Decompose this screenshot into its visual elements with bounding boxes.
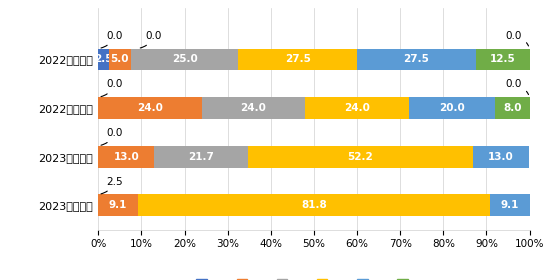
Bar — [98, 48, 109, 70]
Bar — [248, 146, 473, 168]
Bar — [305, 97, 409, 119]
Text: 20.0: 20.0 — [439, 103, 465, 113]
Bar — [138, 194, 490, 216]
Bar — [409, 97, 495, 119]
Text: 12.5: 12.5 — [490, 54, 515, 64]
Text: 24.0: 24.0 — [137, 103, 163, 113]
Bar — [357, 48, 476, 70]
Text: 52.2: 52.2 — [348, 152, 373, 162]
Text: 24.0: 24.0 — [241, 103, 266, 113]
Bar — [473, 146, 529, 168]
Text: 13.0: 13.0 — [114, 152, 139, 162]
Text: 0.0: 0.0 — [140, 31, 162, 48]
Bar — [490, 194, 530, 216]
Text: 27.5: 27.5 — [403, 54, 429, 64]
Text: 5.0: 5.0 — [111, 54, 129, 64]
Bar — [202, 97, 305, 119]
Legend: 10代, 20代, 30代, 40代, 50代, 60代: 10代, 20代, 30代, 40代, 50代, 60代 — [192, 275, 436, 280]
Bar — [495, 97, 530, 119]
Text: 2.5: 2.5 — [101, 177, 123, 194]
Text: 0.0: 0.0 — [101, 31, 122, 48]
Text: 8.0: 8.0 — [503, 103, 521, 113]
Bar — [109, 48, 130, 70]
Bar — [98, 146, 155, 168]
Bar — [98, 97, 202, 119]
Text: 81.8: 81.8 — [301, 200, 327, 210]
Text: 27.5: 27.5 — [285, 54, 311, 64]
Text: 0.0: 0.0 — [101, 79, 122, 97]
Text: 25.0: 25.0 — [171, 54, 198, 64]
Bar — [98, 194, 138, 216]
Bar — [130, 48, 239, 70]
Text: 9.1: 9.1 — [109, 200, 127, 210]
Text: 24.0: 24.0 — [344, 103, 370, 113]
Bar — [476, 48, 530, 70]
Text: 13.0: 13.0 — [488, 152, 514, 162]
Text: 0.0: 0.0 — [506, 79, 529, 95]
Bar — [239, 48, 357, 70]
Text: 21.7: 21.7 — [188, 152, 214, 162]
Text: 2.5: 2.5 — [94, 54, 113, 64]
Bar — [155, 146, 248, 168]
Text: 9.1: 9.1 — [501, 200, 519, 210]
Text: 0.0: 0.0 — [506, 31, 529, 46]
Text: 0.0: 0.0 — [101, 128, 122, 145]
